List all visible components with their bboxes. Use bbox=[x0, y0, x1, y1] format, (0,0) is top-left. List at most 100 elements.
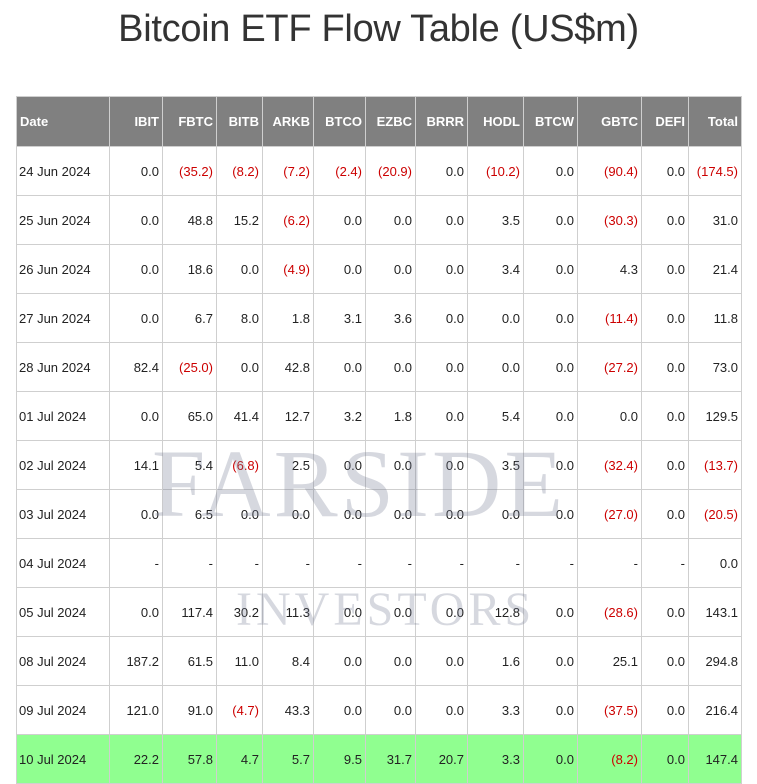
column-header-arkb: ARKB bbox=[262, 96, 314, 147]
value-cell-arkb: - bbox=[262, 538, 314, 588]
value-cell-ibit: 14.1 bbox=[109, 440, 163, 490]
value-cell-hodl: 3.3 bbox=[467, 685, 524, 735]
table-header-row: Date IBIT FBTC BITB ARKB BTCO EZBC BRRR HODL BTCW… bbox=[16, 96, 742, 147]
value-cell-arkb: 11.3 bbox=[262, 587, 314, 637]
table-row: 02 Jul 2024 14.1 5.4 (6.8) 2.5 0.0 0.0 0.0 3.5 0.… bbox=[16, 440, 742, 490]
value-cell-total: (20.5) bbox=[688, 489, 742, 539]
value-cell-total: 21.4 bbox=[688, 244, 742, 294]
value-cell-brrr: - bbox=[415, 538, 468, 588]
value-cell-gbtc: (90.4) bbox=[577, 146, 642, 196]
value-cell-arkb: 2.5 bbox=[262, 440, 314, 490]
value-cell-brrr: 0.0 bbox=[415, 636, 468, 686]
value-cell-ibit: 0.0 bbox=[109, 587, 163, 637]
date-cell: 25 Jun 2024 bbox=[16, 195, 110, 245]
value-cell-fbtc: 57.8 bbox=[162, 734, 217, 784]
value-cell-defi: 0.0 bbox=[641, 342, 689, 392]
value-cell-bitb: 0.0 bbox=[216, 244, 263, 294]
value-cell-total: 31.0 bbox=[688, 195, 742, 245]
date-cell: 24 Jun 2024 bbox=[16, 146, 110, 196]
value-cell-btco: 0.0 bbox=[313, 342, 366, 392]
value-cell-ezbc: - bbox=[365, 538, 416, 588]
value-cell-bitb: 0.0 bbox=[216, 489, 263, 539]
value-cell-ezbc: 0.0 bbox=[365, 244, 416, 294]
value-cell-bitb: 8.0 bbox=[216, 293, 263, 343]
value-cell-btco: - bbox=[313, 538, 366, 588]
value-cell-bitb: (6.8) bbox=[216, 440, 263, 490]
value-cell-total: 73.0 bbox=[688, 342, 742, 392]
date-cell: 05 Jul 2024 bbox=[16, 587, 110, 637]
value-cell-hodl: 3.4 bbox=[467, 244, 524, 294]
value-cell-defi: 0.0 bbox=[641, 489, 689, 539]
value-cell-total: (174.5) bbox=[688, 146, 742, 196]
value-cell-gbtc: (27.2) bbox=[577, 342, 642, 392]
date-cell: 02 Jul 2024 bbox=[16, 440, 110, 490]
value-cell-total: 147.4 bbox=[688, 734, 742, 784]
value-cell-fbtc: (25.0) bbox=[162, 342, 217, 392]
date-cell: 01 Jul 2024 bbox=[16, 391, 110, 441]
value-cell-arkb: 8.4 bbox=[262, 636, 314, 686]
value-cell-gbtc: (28.6) bbox=[577, 587, 642, 637]
value-cell-ibit: 187.2 bbox=[109, 636, 163, 686]
value-cell-brrr: 0.0 bbox=[415, 244, 468, 294]
value-cell-fbtc: (35.2) bbox=[162, 146, 217, 196]
value-cell-bitb: 15.2 bbox=[216, 195, 263, 245]
value-cell-arkb: 5.7 bbox=[262, 734, 314, 784]
value-cell-btcw: - bbox=[523, 538, 578, 588]
value-cell-brrr: 0.0 bbox=[415, 342, 468, 392]
value-cell-total: (13.7) bbox=[688, 440, 742, 490]
table-row: 26 Jun 2024 0.0 18.6 0.0 (4.9) 0.0 0.0 0.0 3.4 0.… bbox=[16, 244, 742, 294]
value-cell-ezbc: 3.6 bbox=[365, 293, 416, 343]
column-header-btco: BTCO bbox=[313, 96, 366, 147]
table-row: 10 Jul 2024 22.2 57.8 4.7 5.7 9.5 31.7 20.7 3.3 0… bbox=[16, 734, 742, 784]
column-header-ibit: IBIT bbox=[109, 96, 163, 147]
value-cell-fbtc: 18.6 bbox=[162, 244, 217, 294]
value-cell-fbtc: 61.5 bbox=[162, 636, 217, 686]
value-cell-btco: 0.0 bbox=[313, 489, 366, 539]
page-title: Bitcoin ETF Flow Table (US$m) bbox=[118, 8, 639, 50]
value-cell-defi: 0.0 bbox=[641, 685, 689, 735]
value-cell-btcw: 0.0 bbox=[523, 734, 578, 784]
value-cell-ezbc: 0.0 bbox=[365, 685, 416, 735]
value-cell-btco: 0.0 bbox=[313, 685, 366, 735]
value-cell-fbtc: 5.4 bbox=[162, 440, 217, 490]
value-cell-btco: 3.1 bbox=[313, 293, 366, 343]
table-row: 01 Jul 2024 0.0 65.0 41.4 12.7 3.2 1.8 0.0 5.4 0.… bbox=[16, 391, 742, 441]
value-cell-hodl: 12.8 bbox=[467, 587, 524, 637]
value-cell-btco: 0.0 bbox=[313, 636, 366, 686]
value-cell-arkb: 1.8 bbox=[262, 293, 314, 343]
value-cell-btcw: 0.0 bbox=[523, 195, 578, 245]
value-cell-hodl: 3.5 bbox=[467, 195, 524, 245]
value-cell-hodl: (10.2) bbox=[467, 146, 524, 196]
etf-flow-table: Date IBIT FBTC BITB ARKB BTCO EZBC BRRR HODL BTCW… bbox=[16, 96, 742, 784]
value-cell-btco: 9.5 bbox=[313, 734, 366, 784]
value-cell-arkb: (7.2) bbox=[262, 146, 314, 196]
value-cell-arkb: 42.8 bbox=[262, 342, 314, 392]
value-cell-total: 129.5 bbox=[688, 391, 742, 441]
value-cell-btcw: 0.0 bbox=[523, 587, 578, 637]
value-cell-btcw: 0.0 bbox=[523, 342, 578, 392]
value-cell-ibit: 121.0 bbox=[109, 685, 163, 735]
value-cell-btco: 0.0 bbox=[313, 195, 366, 245]
value-cell-ibit: 82.4 bbox=[109, 342, 163, 392]
value-cell-ibit: 0.0 bbox=[109, 293, 163, 343]
value-cell-arkb: 43.3 bbox=[262, 685, 314, 735]
value-cell-brrr: 0.0 bbox=[415, 293, 468, 343]
value-cell-gbtc: (37.5) bbox=[577, 685, 642, 735]
value-cell-ibit: 0.0 bbox=[109, 489, 163, 539]
value-cell-hodl: 3.3 bbox=[467, 734, 524, 784]
value-cell-ezbc: 0.0 bbox=[365, 440, 416, 490]
column-header-hodl: HODL bbox=[467, 96, 524, 147]
value-cell-ibit: 0.0 bbox=[109, 244, 163, 294]
table-row: 05 Jul 2024 0.0 117.4 30.2 11.3 0.0 0.0 0.0 12.8… bbox=[16, 587, 742, 637]
value-cell-btco: 0.0 bbox=[313, 440, 366, 490]
value-cell-total: 11.8 bbox=[688, 293, 742, 343]
value-cell-gbtc: (27.0) bbox=[577, 489, 642, 539]
value-cell-gbtc: (30.3) bbox=[577, 195, 642, 245]
date-cell: 08 Jul 2024 bbox=[16, 636, 110, 686]
value-cell-arkb: (6.2) bbox=[262, 195, 314, 245]
value-cell-fbtc: 48.8 bbox=[162, 195, 217, 245]
value-cell-btcw: 0.0 bbox=[523, 489, 578, 539]
value-cell-gbtc: 0.0 bbox=[577, 391, 642, 441]
value-cell-fbtc: 91.0 bbox=[162, 685, 217, 735]
value-cell-defi: 0.0 bbox=[641, 244, 689, 294]
